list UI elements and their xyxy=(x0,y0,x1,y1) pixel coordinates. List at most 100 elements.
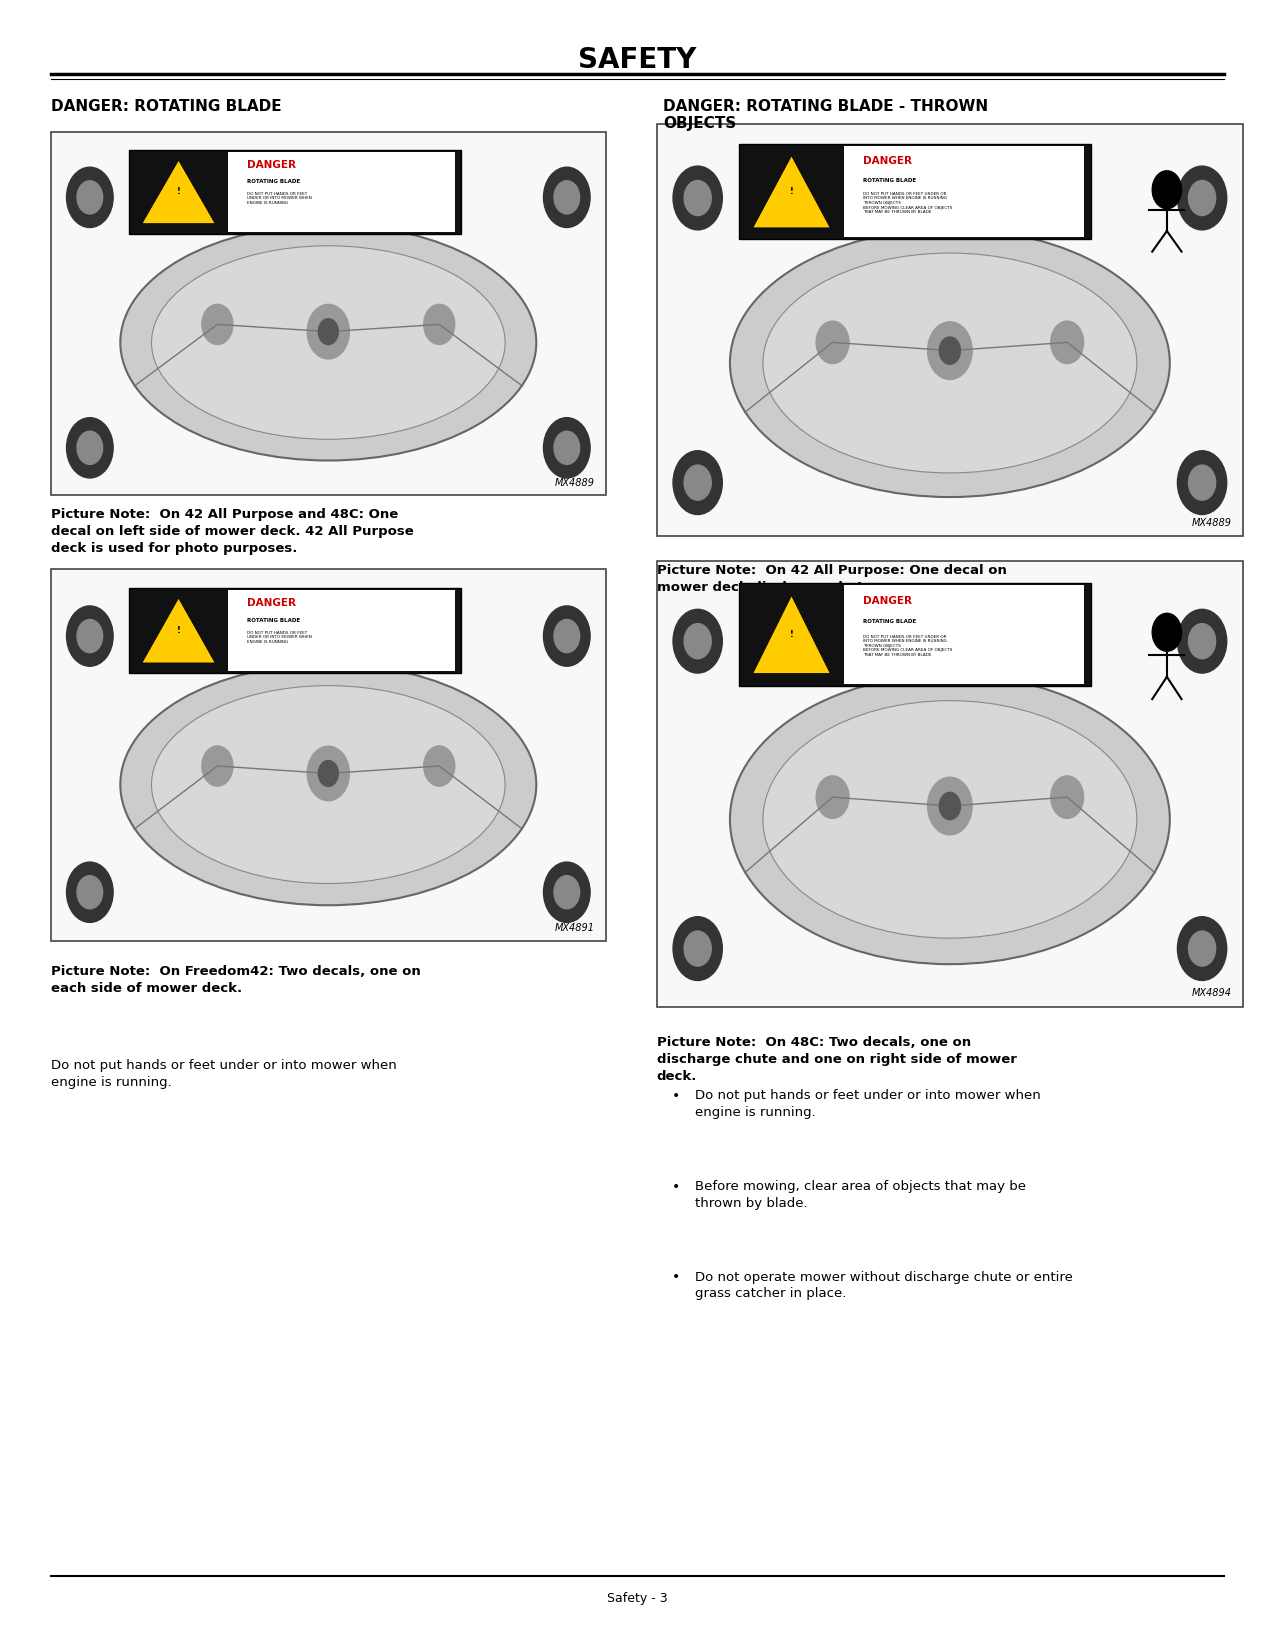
Circle shape xyxy=(555,876,580,909)
Circle shape xyxy=(543,861,590,922)
Text: DO NOT PUT HANDS OR FEET
UNDER OR INTO MOWER WHEN
ENGINE IS RUNNING: DO NOT PUT HANDS OR FEET UNDER OR INTO M… xyxy=(246,630,311,644)
Circle shape xyxy=(66,417,113,478)
Circle shape xyxy=(1177,609,1227,673)
Ellipse shape xyxy=(152,246,505,439)
Circle shape xyxy=(76,619,102,653)
Circle shape xyxy=(543,417,590,478)
Circle shape xyxy=(1051,776,1084,818)
Text: ROTATING BLADE: ROTATING BLADE xyxy=(863,178,917,183)
Circle shape xyxy=(1188,465,1215,500)
Circle shape xyxy=(307,304,349,360)
Circle shape xyxy=(76,182,102,214)
Text: DANGER: DANGER xyxy=(246,160,296,170)
Ellipse shape xyxy=(762,701,1137,939)
Circle shape xyxy=(940,792,960,820)
Circle shape xyxy=(940,337,960,365)
Polygon shape xyxy=(752,155,830,228)
Polygon shape xyxy=(142,160,215,224)
FancyBboxPatch shape xyxy=(228,152,455,233)
Circle shape xyxy=(928,322,972,380)
Text: ROTATING BLADE: ROTATING BLADE xyxy=(246,617,300,622)
FancyBboxPatch shape xyxy=(738,582,1090,686)
Circle shape xyxy=(1188,180,1215,216)
Text: DO NOT PUT HANDS OR FEET UNDER OR
INTO MOWER WHEN ENGINE IS RUNNING
THROWN OBJEC: DO NOT PUT HANDS OR FEET UNDER OR INTO M… xyxy=(863,635,952,657)
Text: Safety - 3: Safety - 3 xyxy=(607,1592,668,1605)
Text: MX4889: MX4889 xyxy=(555,478,594,488)
Circle shape xyxy=(66,861,113,922)
Circle shape xyxy=(543,167,590,228)
Circle shape xyxy=(673,450,723,515)
FancyBboxPatch shape xyxy=(129,150,462,234)
Text: •: • xyxy=(672,1180,680,1193)
Text: Do not put hands or feet under or into mower when
engine is running.: Do not put hands or feet under or into m… xyxy=(51,1059,397,1089)
Text: •: • xyxy=(672,1089,680,1102)
Text: MX4889: MX4889 xyxy=(1191,518,1232,528)
FancyBboxPatch shape xyxy=(657,561,1243,1006)
Text: Picture Note:  On 42 All Purpose: One decal on
mower deck discharge chute.: Picture Note: On 42 All Purpose: One dec… xyxy=(657,564,1006,594)
Circle shape xyxy=(543,606,590,667)
Text: ROTATING BLADE: ROTATING BLADE xyxy=(246,180,300,185)
FancyBboxPatch shape xyxy=(844,147,1084,238)
Circle shape xyxy=(685,465,711,500)
Circle shape xyxy=(76,876,102,909)
Circle shape xyxy=(1177,167,1227,229)
Text: DO NOT PUT HANDS OR FEET
UNDER OR INTO MOWER WHEN
ENGINE IS RUNNING: DO NOT PUT HANDS OR FEET UNDER OR INTO M… xyxy=(246,191,311,205)
Text: •: • xyxy=(672,1270,680,1284)
Circle shape xyxy=(1177,917,1227,980)
Text: Do not put hands or feet under or into mower when
engine is running.: Do not put hands or feet under or into m… xyxy=(695,1089,1040,1119)
Polygon shape xyxy=(752,596,830,673)
FancyBboxPatch shape xyxy=(657,124,1243,536)
Circle shape xyxy=(555,619,580,653)
Circle shape xyxy=(928,777,972,835)
Ellipse shape xyxy=(120,224,537,460)
Circle shape xyxy=(76,431,102,464)
Text: Picture Note:  On 48C: Two decals, one on
discharge chute and one on right side : Picture Note: On 48C: Two decals, one on… xyxy=(657,1036,1016,1082)
Text: !: ! xyxy=(789,188,793,196)
FancyBboxPatch shape xyxy=(844,586,1084,683)
Circle shape xyxy=(673,609,723,673)
Ellipse shape xyxy=(729,675,1170,964)
Text: Picture Note:  On Freedom42: Two decals, one on
each side of mower deck.: Picture Note: On Freedom42: Two decals, … xyxy=(51,965,421,995)
Text: DANGER: ROTATING BLADE: DANGER: ROTATING BLADE xyxy=(51,99,282,114)
Circle shape xyxy=(555,182,580,214)
Circle shape xyxy=(1188,624,1215,658)
Circle shape xyxy=(66,606,113,667)
Ellipse shape xyxy=(152,686,505,883)
Circle shape xyxy=(423,746,455,785)
Text: DANGER: DANGER xyxy=(863,596,913,606)
Ellipse shape xyxy=(120,663,537,906)
Polygon shape xyxy=(142,597,215,663)
Text: MX4894: MX4894 xyxy=(1191,988,1232,998)
Text: Before mowing, clear area of objects that may be
thrown by blade.: Before mowing, clear area of objects tha… xyxy=(695,1180,1026,1209)
Circle shape xyxy=(685,931,711,967)
Circle shape xyxy=(673,167,723,229)
Circle shape xyxy=(555,431,580,464)
Text: DANGER: ROTATING BLADE - THROWN
OBJECTS: DANGER: ROTATING BLADE - THROWN OBJECTS xyxy=(663,99,988,132)
Text: Picture Note:  On 42 All Purpose and 48C: One
decal on left side of mower deck. : Picture Note: On 42 All Purpose and 48C:… xyxy=(51,508,414,554)
Circle shape xyxy=(319,761,338,787)
Circle shape xyxy=(1188,931,1215,967)
FancyBboxPatch shape xyxy=(738,145,1090,239)
Circle shape xyxy=(816,322,849,363)
Text: DO NOT PUT HANDS OR FEET UNDER OR
INTO MOWER WHEN ENGINE IS RUNNING
THROWN OBJEC: DO NOT PUT HANDS OR FEET UNDER OR INTO M… xyxy=(863,191,952,214)
Circle shape xyxy=(423,304,455,345)
Text: SAFETY: SAFETY xyxy=(579,46,696,74)
Circle shape xyxy=(1051,322,1084,363)
Circle shape xyxy=(201,746,233,785)
FancyBboxPatch shape xyxy=(129,587,462,673)
Circle shape xyxy=(201,304,233,345)
Circle shape xyxy=(1177,450,1227,515)
Text: DANGER: DANGER xyxy=(863,155,913,165)
Circle shape xyxy=(685,624,711,658)
Circle shape xyxy=(816,776,849,818)
Circle shape xyxy=(307,746,349,800)
Circle shape xyxy=(685,180,711,216)
Circle shape xyxy=(1153,170,1182,208)
FancyBboxPatch shape xyxy=(228,589,455,672)
Text: !: ! xyxy=(177,188,181,196)
Text: !: ! xyxy=(177,625,181,635)
Text: Do not operate mower without discharge chute or entire
grass catcher in place.: Do not operate mower without discharge c… xyxy=(695,1270,1072,1300)
Circle shape xyxy=(66,167,113,228)
Circle shape xyxy=(319,318,338,345)
Circle shape xyxy=(1153,614,1182,652)
